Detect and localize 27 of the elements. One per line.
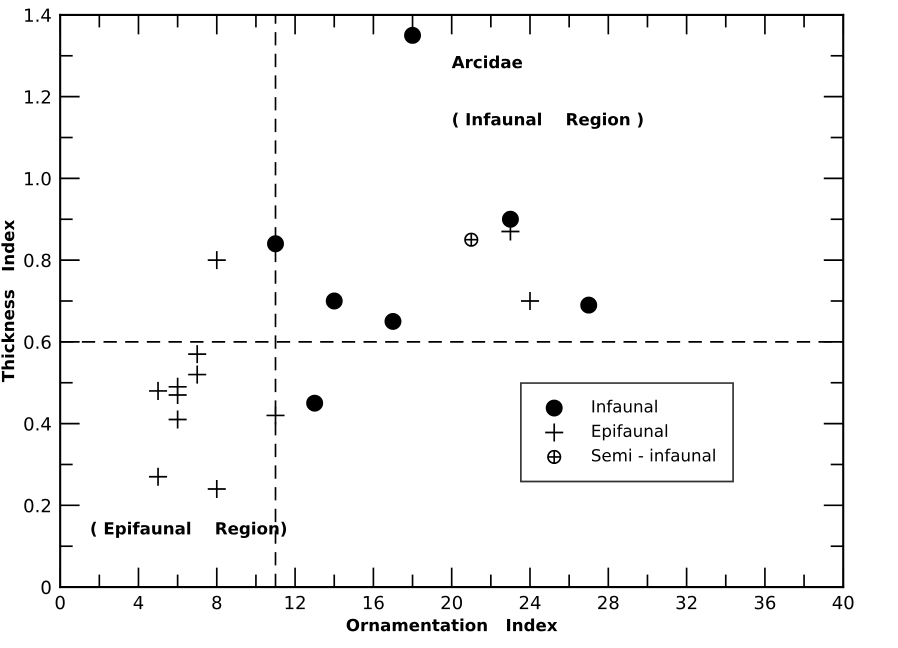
y-tick-label: 1.4 [25, 8, 51, 22]
x-tick-label: 40 [832, 596, 854, 610]
x-tick-label: 24 [520, 596, 540, 610]
x-axis-title: Ornamentation Index [346, 618, 558, 632]
x-tick-label: 0 [56, 596, 65, 610]
y-tick-label: 0.4 [24, 417, 51, 431]
y-tick-label: 0.2 [24, 498, 50, 512]
x-tick-label: 28 [598, 596, 619, 610]
legend-label: Semi - infaunal [592, 448, 715, 462]
x-tick-label: 12 [286, 596, 305, 610]
y-axis-title: Thickness Index [1, 220, 14, 382]
x-tick-label: 36 [754, 596, 776, 610]
y-tick-label: 0.8 [24, 254, 51, 268]
y-tick-label: 0 [42, 580, 51, 594]
y-tick-label: 0.6 [24, 335, 51, 349]
y-tick-label: 1.0 [25, 172, 51, 186]
annotation: ( Infaunal Region ) [453, 112, 643, 129]
y-tick-label: 1.2 [25, 90, 50, 104]
x-tick-label: 4 [134, 596, 144, 610]
x-tick-label: 32 [676, 596, 696, 610]
legend-label: Infaunal [592, 400, 657, 413]
x-tick-label: 8 [212, 596, 222, 610]
x-tick-label: 20 [442, 596, 462, 610]
annotation: ( Epifaunal Region) [91, 522, 286, 538]
legend-label: Epifaunal [592, 424, 668, 440]
annotation: Arcidae [452, 55, 522, 68]
x-tick-label: 16 [364, 596, 384, 610]
